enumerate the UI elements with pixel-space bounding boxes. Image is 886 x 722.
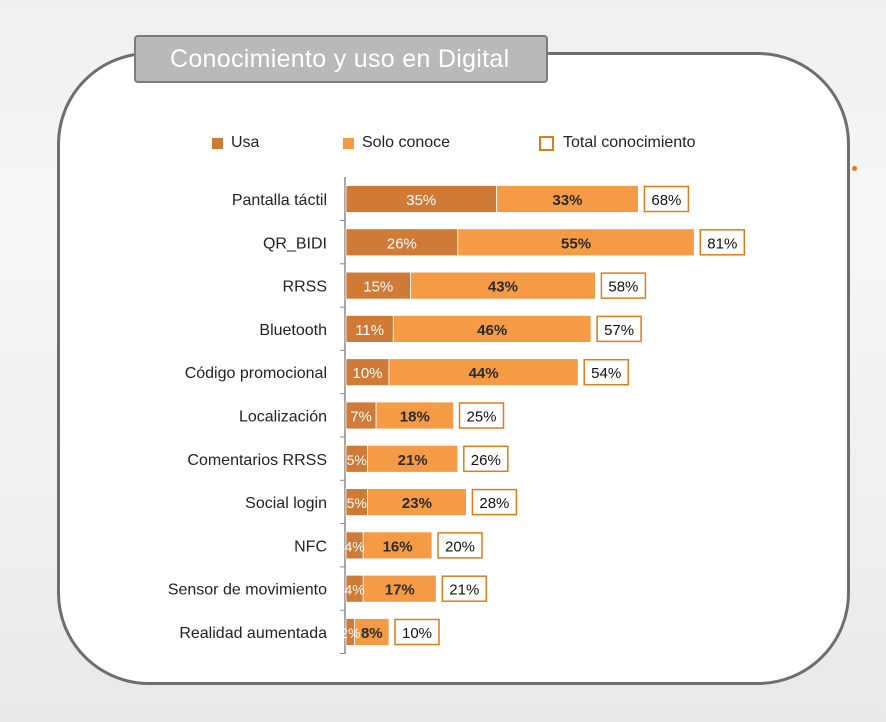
data-label-usa: 4% bbox=[344, 582, 364, 598]
total-box bbox=[463, 445, 509, 473]
category-label: Social login bbox=[245, 495, 327, 512]
data-label-solo-conoce: 16% bbox=[383, 538, 413, 555]
data-label-total: 10% bbox=[402, 625, 432, 642]
bar-solo-conoce bbox=[362, 574, 437, 603]
total-box bbox=[471, 488, 518, 516]
category-label: Bluetooth bbox=[259, 322, 327, 339]
data-label-usa: 11% bbox=[355, 322, 384, 339]
data-label-solo-conoce: 23% bbox=[402, 495, 432, 512]
bar-solo-conoce bbox=[362, 531, 433, 560]
data-label-solo-conoce: 55% bbox=[561, 235, 591, 252]
data-label-solo-conoce: 18% bbox=[400, 409, 430, 426]
data-label-usa: 7% bbox=[350, 409, 372, 426]
total-box bbox=[699, 229, 746, 256]
category-label: Localización bbox=[239, 409, 327, 426]
data-label-solo-conoce: 33% bbox=[552, 192, 582, 209]
data-label-total: 26% bbox=[471, 452, 501, 469]
data-label-total: 58% bbox=[608, 279, 638, 296]
data-label-solo-conoce: 43% bbox=[488, 279, 518, 296]
bar-usa bbox=[345, 314, 394, 343]
data-label-usa: 5% bbox=[347, 495, 367, 511]
data-label-total: 81% bbox=[707, 235, 737, 252]
data-label-solo-conoce: 46% bbox=[477, 322, 507, 339]
legend-item-usa: Usa bbox=[212, 133, 259, 153]
legend-item-total: Total conocimiento bbox=[539, 133, 696, 153]
category-label: Pantalla táctil bbox=[232, 192, 327, 209]
bar-solo-conoce bbox=[367, 444, 459, 473]
category-label: Código promocional bbox=[185, 365, 327, 382]
data-label-usa: 5% bbox=[347, 452, 367, 468]
data-label-usa: 4% bbox=[344, 538, 364, 554]
data-label-total: 28% bbox=[479, 495, 509, 512]
legend-swatch-total bbox=[539, 135, 554, 151]
category-label: Realidad aumentada bbox=[179, 625, 327, 642]
total-box bbox=[643, 185, 690, 213]
bullet-dot bbox=[852, 166, 857, 171]
bar-solo-conoce bbox=[496, 185, 639, 213]
legend-label-usa: Usa bbox=[231, 134, 260, 151]
legend-swatch-usa bbox=[212, 137, 223, 149]
category-label: Comentarios RRSS bbox=[187, 452, 327, 469]
data-label-solo-conoce: 44% bbox=[469, 365, 499, 382]
data-label-total: 21% bbox=[449, 582, 479, 599]
data-label-usa: 2% bbox=[340, 625, 360, 641]
bar-solo-conoce bbox=[392, 314, 592, 343]
total-box bbox=[583, 358, 629, 386]
bar-solo-conoce bbox=[375, 401, 454, 430]
total-box bbox=[394, 618, 440, 646]
data-label-usa: 26% bbox=[387, 235, 417, 252]
data-label-total: 68% bbox=[651, 192, 681, 209]
slide-title: Conocimiento y uso en Digital bbox=[134, 35, 548, 83]
data-label-usa: 15% bbox=[363, 279, 393, 296]
data-label-total: 25% bbox=[466, 409, 496, 426]
bar-solo-conoce bbox=[410, 271, 596, 300]
data-label-total: 54% bbox=[591, 365, 621, 382]
bar-usa bbox=[345, 401, 377, 430]
total-box bbox=[600, 272, 647, 299]
category-label: NFC bbox=[294, 538, 327, 555]
data-label-solo-conoce: 21% bbox=[398, 452, 428, 469]
legend-label-solo-conoce: Solo conoce bbox=[362, 134, 451, 151]
total-box bbox=[441, 575, 488, 602]
bar-solo-conoce bbox=[388, 358, 579, 387]
data-label-total: 57% bbox=[604, 322, 634, 339]
bar-usa bbox=[345, 228, 459, 257]
bar-solo-conoce bbox=[367, 488, 467, 517]
category-label: QR_BIDI bbox=[263, 235, 327, 252]
data-label-solo-conoce: 8% bbox=[361, 625, 383, 642]
data-label-usa: 35% bbox=[406, 192, 436, 209]
legend-item-solo-conoce: Solo conoce bbox=[343, 133, 450, 153]
data-label-total: 20% bbox=[445, 538, 475, 555]
bar-usa bbox=[345, 185, 497, 213]
legend-label-total: Total conocimiento bbox=[563, 134, 696, 151]
legend-swatch-solo-conoce bbox=[343, 137, 354, 149]
total-box bbox=[596, 315, 642, 343]
bar-solo-conoce bbox=[354, 618, 390, 646]
data-label-usa: 10% bbox=[352, 365, 382, 382]
category-label: RRSS bbox=[283, 279, 327, 296]
bar-solo-conoce bbox=[457, 228, 695, 257]
category-label: Sensor de movimiento bbox=[168, 582, 327, 599]
data-label-solo-conoce: 17% bbox=[385, 582, 415, 599]
total-box bbox=[437, 532, 483, 559]
total-box bbox=[458, 402, 505, 429]
bar-usa bbox=[345, 271, 411, 300]
